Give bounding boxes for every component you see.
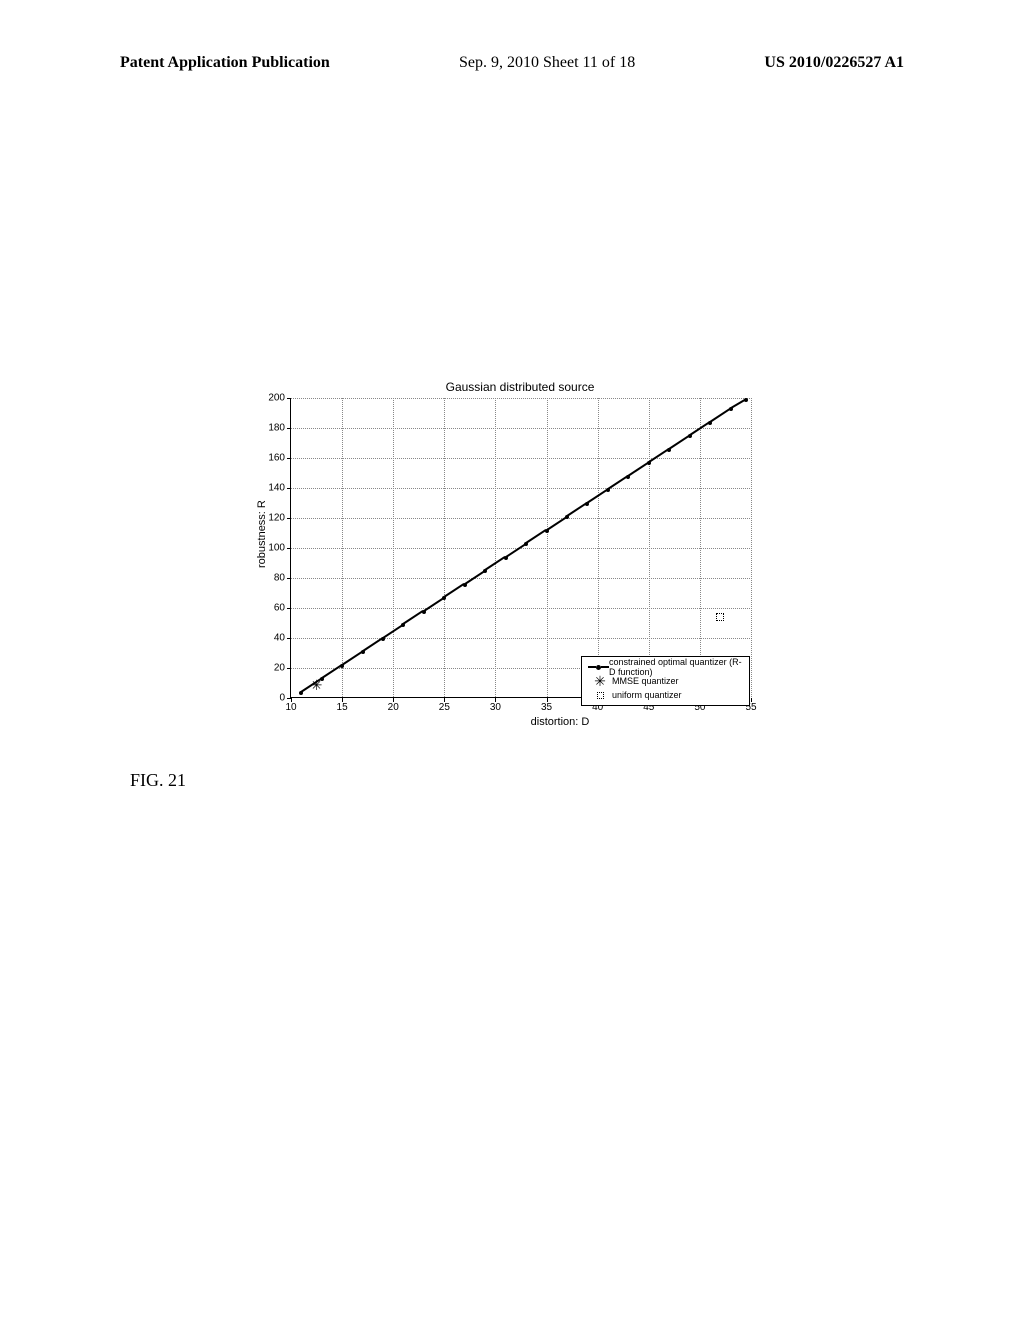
- rd-point: [504, 547, 508, 565]
- tick-label-x: 30: [490, 702, 501, 713]
- rd-point: [545, 520, 549, 538]
- rd-point: [606, 479, 610, 497]
- tick-label-y: 120: [268, 513, 285, 524]
- rd-point: [442, 587, 446, 605]
- tick-y: [287, 578, 291, 579]
- page-header: Patent Application Publication Sep. 9, 2…: [0, 54, 1024, 72]
- rd-point: [340, 655, 344, 673]
- tick-y: [287, 668, 291, 669]
- tick-label-x: 15: [337, 702, 348, 713]
- rd-point: [708, 412, 712, 430]
- legend-marker-icon: [588, 692, 612, 699]
- tick-y: [287, 608, 291, 609]
- gridline-v: [751, 398, 752, 697]
- gridline-v: [444, 398, 445, 697]
- tick-label-x: 25: [439, 702, 450, 713]
- rd-point: [463, 574, 467, 592]
- legend: constrained optimal quantizer (R-D funct…: [581, 656, 750, 706]
- tick-y: [287, 488, 291, 489]
- gridline-v: [342, 398, 343, 697]
- tick-label-y: 0: [279, 693, 285, 704]
- gridline-h: [291, 398, 750, 399]
- gridline-h: [291, 608, 750, 609]
- gridline-h: [291, 488, 750, 489]
- gridline-h: [291, 458, 750, 459]
- legend-label: constrained optimal quantizer (R-D funct…: [609, 657, 743, 677]
- gridline-h: [291, 578, 750, 579]
- plot-region: 0204060801001201401601802001015202530354…: [290, 398, 750, 698]
- gridline-v: [393, 398, 394, 697]
- legend-item: uniform quantizer: [588, 688, 743, 702]
- gridline-v: [598, 398, 599, 697]
- gridline-v: [547, 398, 548, 697]
- rd-point: [422, 601, 426, 619]
- tick-label-y: 40: [274, 633, 285, 644]
- rd-point: [381, 628, 385, 646]
- tick-y: [287, 398, 291, 399]
- rd-point: [483, 560, 487, 578]
- legend-label: MMSE quantizer: [612, 676, 679, 686]
- tick-label-x: 20: [388, 702, 399, 713]
- tick-y: [287, 428, 291, 429]
- gridline-h: [291, 638, 750, 639]
- gridline-v: [649, 398, 650, 697]
- tick-label-y: 200: [268, 393, 285, 404]
- legend-label: uniform quantizer: [612, 690, 682, 700]
- figure-caption: FIG. 21: [130, 770, 186, 791]
- tick-label-y: 20: [274, 663, 285, 674]
- legend-marker-icon: [588, 665, 609, 670]
- tick-y: [287, 548, 291, 549]
- tick-label-y: 60: [274, 603, 285, 614]
- rd-point: [729, 398, 733, 416]
- rd-point: [688, 425, 692, 443]
- header-left: Patent Application Publication: [120, 54, 330, 72]
- chart: Gaussian distributed source robustness: …: [250, 380, 790, 740]
- rd-point: [585, 493, 589, 511]
- tick-label-y: 160: [268, 453, 285, 464]
- gridline-v: [700, 398, 701, 697]
- tick-label-y: 80: [274, 573, 285, 584]
- uniform-point: [716, 608, 724, 626]
- tick-label-y: 100: [268, 543, 285, 554]
- header-center: Sep. 9, 2010 Sheet 11 of 18: [459, 54, 635, 72]
- rd-point: [626, 466, 630, 484]
- legend-marker-icon: ✳: [588, 674, 612, 688]
- tick-label-y: 180: [268, 423, 285, 434]
- gridline-h: [291, 428, 750, 429]
- rd-point: [401, 614, 405, 632]
- x-axis-label: distortion: D: [531, 716, 590, 728]
- chart-title: Gaussian distributed source: [250, 380, 790, 394]
- tick-y: [287, 638, 291, 639]
- rd-point: [524, 533, 528, 551]
- mmse-point: ✳: [311, 677, 323, 695]
- gridline-h: [291, 518, 750, 519]
- tick-label-x: 10: [285, 702, 296, 713]
- rd-point: [667, 439, 671, 457]
- y-axis-label: robustness: R: [256, 500, 268, 568]
- tick-label-y: 140: [268, 483, 285, 494]
- tick-label-x: 35: [541, 702, 552, 713]
- plot-area: robustness: R 02040608010012014016018020…: [290, 398, 830, 738]
- header-right: US 2010/0226527 A1: [764, 54, 904, 72]
- tick-y: [287, 518, 291, 519]
- tick-y: [287, 458, 291, 459]
- rd-point: [744, 389, 748, 407]
- gridline-v: [495, 398, 496, 697]
- rd-point: [361, 641, 365, 659]
- rd-point: [647, 452, 651, 470]
- rd-point: [299, 682, 303, 700]
- rd-point: [565, 506, 569, 524]
- legend-item: constrained optimal quantizer (R-D funct…: [588, 660, 743, 674]
